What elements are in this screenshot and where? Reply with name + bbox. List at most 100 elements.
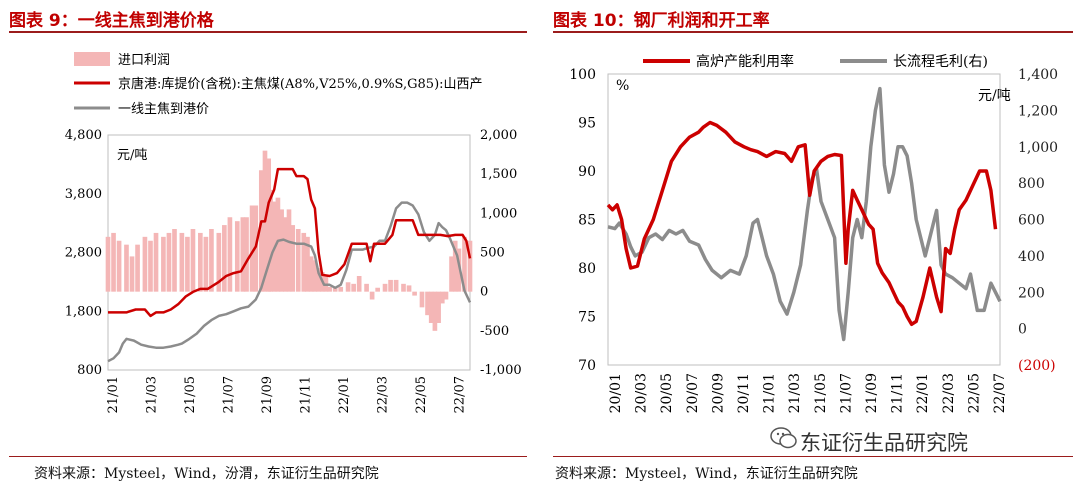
left-y-tick-label: 800 xyxy=(77,363,102,378)
import-profit-bar xyxy=(268,189,273,292)
import-profit-bar xyxy=(249,205,255,292)
right-unit-right: 元/吨 xyxy=(978,88,1011,104)
left-legend: 进口利润 京唐港:库提价(含税):主焦煤(A8%,V25%,0.9%S,G85)… xyxy=(74,52,483,117)
right-source-rule xyxy=(553,456,1073,457)
right-y-tick-label: -1,000 xyxy=(480,363,522,378)
import-profit-bar xyxy=(190,229,196,292)
right-y-tick-label: 500 xyxy=(480,246,505,261)
import-profit-bar xyxy=(142,236,148,292)
legend-label-import-profit: 进口利润 xyxy=(118,53,170,68)
import-profit-bar xyxy=(443,291,449,300)
right-x-tick-label: 22/01 xyxy=(915,373,931,413)
import-profit-bar xyxy=(258,170,264,292)
import-profit-bar xyxy=(312,260,318,292)
import-profit-bar xyxy=(419,291,425,308)
right-chart-right-y-tick: 1,000 xyxy=(1018,140,1058,156)
import-profit-bar xyxy=(234,221,240,292)
import-profit-bar xyxy=(345,282,351,292)
margin-line xyxy=(607,86,1002,342)
import-profit-bar xyxy=(327,286,332,292)
import-profit-bar xyxy=(244,217,249,292)
right-chart-right-y-tick: 200 xyxy=(1018,285,1045,301)
right-chart-right-y-tick: 1,400 xyxy=(1018,67,1058,83)
right-chart-left-y-tick: 100 xyxy=(569,67,596,83)
import-profit-bar xyxy=(401,283,406,292)
import-profit-bar xyxy=(305,236,310,292)
import-profit-bar xyxy=(308,256,314,292)
import-profit-bar xyxy=(356,276,362,292)
import-profit-bar xyxy=(111,232,116,292)
import-profit-bar xyxy=(439,291,445,304)
import-profit-bar xyxy=(338,286,344,292)
import-profit-bar xyxy=(129,256,135,292)
left-x-tick-label: 22/03 xyxy=(376,376,391,413)
right-x-tick-label: 21/09 xyxy=(864,373,880,413)
right-plot-area: 100 95 90 85 80 75 70 1,400 1,200 1,000 800 600 400 2… xyxy=(569,67,1058,413)
import-profit-bar xyxy=(393,279,399,292)
right-x-tick-label: 21/11 xyxy=(890,373,906,413)
import-profit-bar xyxy=(282,217,288,292)
legend-label-jingtang: 京唐港:库提价(含税):主焦煤(A8%,V25%,0.9%S,G85):山西产 xyxy=(118,76,483,92)
import-profit-bar xyxy=(449,256,454,292)
import-profit-bar xyxy=(172,229,177,292)
right-chart-right-y-tick: (200) xyxy=(1018,358,1056,374)
import-profit-bar xyxy=(316,268,321,292)
right-x-tick-label: 22/07 xyxy=(992,373,1008,413)
left-y-tick-label: 3,800 xyxy=(65,187,102,202)
left-plot-area: 4,800 3,800 2,800 1,800 800 2,000 1,500 1,000 50… xyxy=(65,128,522,413)
import-profit-bar xyxy=(428,291,434,323)
left-x-tick-label: 21/01 xyxy=(106,376,121,413)
import-profit-bar xyxy=(332,287,338,292)
import-profit-bar xyxy=(240,217,246,292)
left-y-tick-label: 1,800 xyxy=(65,304,102,319)
import-profit-bar xyxy=(388,279,393,292)
right-y-tick-label: 2,000 xyxy=(480,128,517,143)
right-x-tick-label: 20/01 xyxy=(608,373,624,413)
right-x-tick-label: 21/07 xyxy=(838,373,854,413)
right-x-tick-label: 20/09 xyxy=(710,373,726,413)
import-profit-bar xyxy=(161,236,166,292)
left-x-tick-label: 22/07 xyxy=(453,376,468,413)
import-profit-bar xyxy=(275,197,281,292)
right-chart-left-y-tick: 85 xyxy=(578,213,596,229)
left-source-note: 资料来源：Mysteel，Wind，汾渭，东证衍生品研究院 xyxy=(34,466,379,482)
legend-label-utilization: 高炉产能利用率 xyxy=(696,53,794,70)
import-profit-bar xyxy=(105,236,111,292)
right-chart-right-y-tick: 0 xyxy=(1018,322,1027,338)
import-profit-bar xyxy=(209,229,214,292)
import-profit-bar xyxy=(148,240,153,292)
right-chart-right-y-tick: 800 xyxy=(1018,176,1045,192)
port-price-line xyxy=(107,201,472,363)
import-profit-bar xyxy=(452,240,458,292)
right-chart-left-y-tick: 75 xyxy=(578,310,596,326)
left-chart-title: 图表 9：一线主焦到港价格 xyxy=(9,11,214,31)
import-profit-bar xyxy=(227,217,233,292)
import-profit-bar xyxy=(412,291,417,296)
import-profit-bar xyxy=(462,236,467,292)
right-chart-left-y-tick: 80 xyxy=(578,261,596,277)
import-profit-bar xyxy=(286,209,292,292)
import-profit-bar xyxy=(436,291,441,323)
import-profit-bar xyxy=(179,232,185,292)
right-unit-left: % xyxy=(616,78,629,94)
right-y-tick-label: 0 xyxy=(480,285,488,300)
right-chart-left-y-tick: 90 xyxy=(578,164,596,180)
import-profit-bar xyxy=(295,229,301,292)
import-profit-bar xyxy=(203,236,209,292)
import-profit-bar xyxy=(290,225,296,292)
left-x-tick-label: 21/05 xyxy=(183,376,198,413)
import-profit-bar xyxy=(406,285,412,292)
right-legend: 高炉产能利用率 长流程毛利(右) xyxy=(643,53,988,70)
right-chart-right-y-tick: 1,200 xyxy=(1018,103,1058,119)
right-x-tick-label: 20/07 xyxy=(685,373,701,413)
import-profit-bar xyxy=(198,232,203,292)
utilization-line xyxy=(606,120,998,327)
watermark: 东证衍生品研究院 xyxy=(800,431,968,455)
import-profit-bar xyxy=(116,240,122,292)
right-x-tick-label: 20/03 xyxy=(634,373,650,413)
right-chart: 高炉产能利用率 长流程毛利(右) % 元/吨 100 95 90 85 80 75 70 1,… xyxy=(569,53,1058,413)
import-profit-bar xyxy=(185,236,190,292)
left-x-tick-label: 21/09 xyxy=(260,376,275,413)
import-profit-bar xyxy=(467,240,473,292)
left-title-rule xyxy=(9,31,527,33)
